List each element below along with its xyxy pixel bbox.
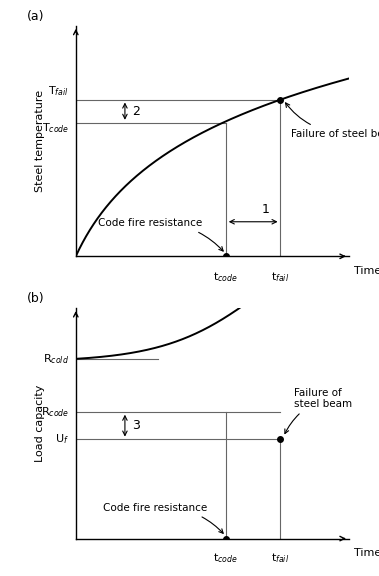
Text: 2: 2 — [132, 105, 139, 118]
Text: t$_{code}$: t$_{code}$ — [213, 551, 238, 565]
Text: Failure of
steel beam: Failure of steel beam — [285, 388, 352, 434]
Text: T$_{fail}$: T$_{fail}$ — [48, 85, 69, 98]
Text: (b): (b) — [27, 292, 44, 305]
Text: Time: Time — [354, 266, 379, 275]
Text: t$_{fail}$: t$_{fail}$ — [271, 270, 290, 284]
Text: R$_{code}$: R$_{code}$ — [41, 405, 69, 419]
Text: t$_{fail}$: t$_{fail}$ — [271, 551, 290, 565]
Text: U$_f$: U$_f$ — [55, 433, 69, 446]
Text: Code fire resistance: Code fire resistance — [103, 503, 223, 533]
Text: R$_{cold}$: R$_{cold}$ — [43, 352, 69, 366]
Text: Failure of steel beam: Failure of steel beam — [285, 103, 379, 138]
Text: T$_{code}$: T$_{code}$ — [42, 122, 69, 135]
Text: Steel temperature: Steel temperature — [35, 90, 45, 192]
Text: (a): (a) — [27, 10, 44, 23]
Text: Time: Time — [354, 548, 379, 558]
Text: Load capacity: Load capacity — [35, 385, 45, 462]
Text: Code fire resistance: Code fire resistance — [98, 218, 223, 251]
Text: 3: 3 — [132, 419, 139, 432]
Text: t$_{code}$: t$_{code}$ — [213, 270, 238, 284]
Text: 1: 1 — [262, 203, 269, 216]
